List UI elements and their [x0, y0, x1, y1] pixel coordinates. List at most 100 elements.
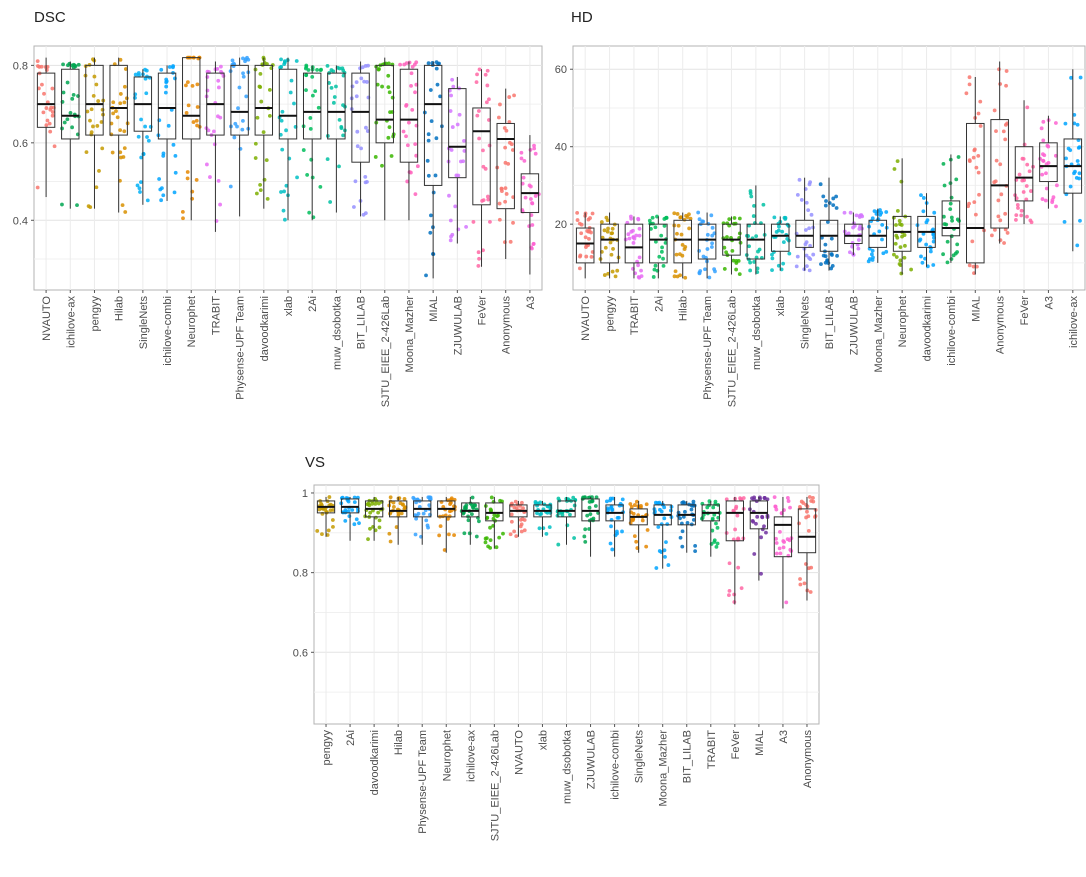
data-point — [578, 253, 583, 258]
data-point — [651, 275, 656, 279]
data-point — [386, 73, 391, 78]
data-point — [583, 235, 588, 240]
data-point — [1019, 213, 1024, 218]
data-point — [430, 61, 435, 65]
data-point — [902, 255, 907, 260]
data-point — [674, 252, 679, 257]
data-point — [355, 129, 360, 134]
box-2ai — [647, 214, 669, 279]
y-tick-label: 1 — [302, 488, 308, 500]
data-point — [504, 192, 509, 196]
data-point — [811, 499, 816, 504]
box-fever — [1013, 100, 1035, 225]
data-point — [666, 563, 671, 567]
data-point — [91, 93, 96, 98]
data-point — [70, 125, 74, 130]
data-point — [710, 528, 715, 533]
data-point — [761, 202, 766, 207]
data-point — [1025, 162, 1030, 167]
data-point — [110, 150, 115, 155]
data-point — [1024, 197, 1029, 202]
data-point — [629, 216, 634, 221]
box-xlab — [770, 215, 792, 273]
box-body — [351, 72, 370, 163]
data-point — [1064, 156, 1068, 161]
y-tick-label: 0.4 — [13, 215, 28, 227]
data-point — [687, 226, 692, 231]
data-point — [481, 198, 486, 203]
data-point — [329, 86, 334, 90]
data-point — [337, 164, 341, 169]
data-point — [388, 495, 393, 500]
data-point — [429, 213, 433, 218]
data-point — [133, 95, 137, 100]
data-point — [363, 211, 368, 216]
box-2ai — [339, 495, 361, 541]
data-point — [111, 111, 116, 116]
box-pengyy — [315, 495, 336, 537]
data-point — [409, 71, 414, 76]
data-point — [974, 264, 979, 269]
data-point — [807, 268, 812, 273]
data-point — [75, 203, 79, 208]
data-point — [359, 146, 363, 151]
data-point — [404, 134, 408, 139]
data-point — [331, 524, 335, 529]
data-point — [343, 510, 348, 515]
box-body — [472, 107, 491, 206]
data-point — [533, 151, 538, 156]
data-point — [752, 497, 756, 502]
data-point — [278, 132, 283, 137]
data-point — [737, 216, 742, 221]
data-point — [754, 521, 758, 526]
data-point — [634, 499, 639, 504]
data-point — [932, 210, 937, 215]
data-point — [451, 84, 456, 89]
data-point — [279, 190, 283, 194]
data-point — [88, 118, 92, 123]
box-anonymous — [990, 61, 1010, 245]
data-point — [477, 67, 482, 72]
data-point — [265, 196, 270, 201]
data-point — [411, 495, 416, 500]
data-point — [498, 498, 502, 503]
data-point — [799, 198, 804, 202]
data-point — [497, 201, 502, 206]
data-point — [676, 223, 681, 228]
box-bit-lilab — [349, 61, 371, 217]
data-point — [488, 219, 492, 224]
data-point — [462, 506, 467, 511]
data-point — [632, 503, 637, 507]
data-point — [138, 190, 142, 194]
data-point — [354, 517, 359, 522]
data-point — [457, 112, 462, 117]
data-point — [1020, 178, 1025, 183]
box-neurophet — [437, 496, 457, 553]
data-point — [945, 260, 950, 265]
data-point — [282, 189, 286, 194]
data-point — [691, 499, 696, 504]
data-point — [692, 503, 697, 508]
data-point — [749, 194, 754, 199]
data-point — [522, 528, 527, 533]
data-point — [707, 275, 712, 280]
data-point — [664, 540, 668, 545]
x-tick-label: Anonymous — [501, 296, 513, 355]
data-point — [653, 263, 658, 268]
data-point — [637, 275, 642, 280]
data-point — [391, 500, 396, 505]
data-point — [485, 83, 490, 88]
data-point — [329, 68, 334, 72]
data-point — [408, 170, 413, 175]
data-point — [672, 211, 677, 216]
data-point — [693, 549, 698, 554]
data-point — [363, 180, 368, 185]
data-point — [195, 105, 200, 109]
data-point — [1014, 218, 1018, 222]
data-point — [428, 88, 433, 92]
data-point — [328, 508, 333, 513]
data-point — [579, 231, 584, 236]
data-point — [680, 544, 685, 549]
data-point — [527, 183, 532, 188]
data-point — [774, 536, 778, 541]
